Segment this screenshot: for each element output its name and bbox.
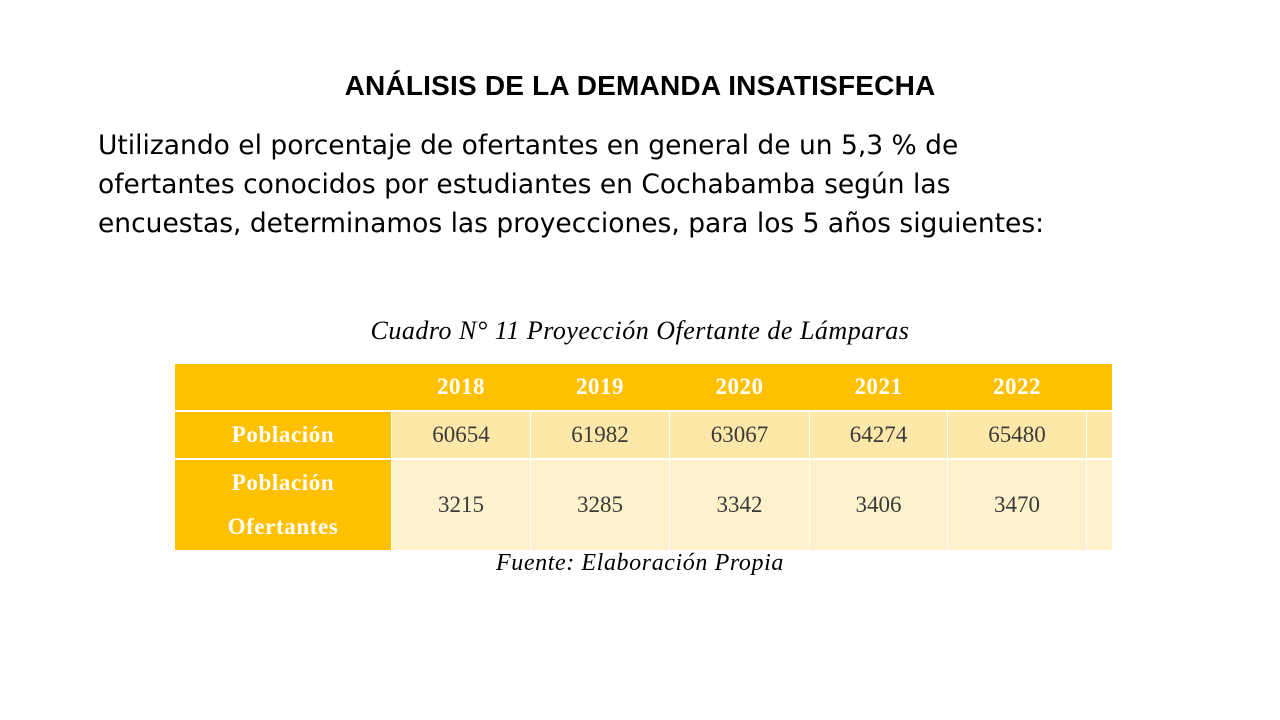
body-line: Utilizando el porcentaje de ofertantes e… bbox=[98, 130, 959, 161]
slide-title: ANÁLISIS DE LA DEMANDA INSATISFECHA bbox=[344, 70, 936, 101]
table-header-row: 2018 2019 2020 2021 2022 bbox=[175, 364, 1112, 411]
table-cell: 3470 bbox=[947, 458, 1087, 550]
table-caption: Cuadro N° 11 Proyección Ofertante de Lám… bbox=[370, 316, 910, 345]
table-cell: 3406 bbox=[809, 458, 948, 550]
header-year-cell: 2019 bbox=[530, 364, 670, 411]
source-label: Fuente: bbox=[495, 550, 575, 576]
row-label: Población bbox=[175, 410, 392, 459]
table-cell: 60654 bbox=[391, 410, 531, 459]
row-label-line: Ofertantes bbox=[227, 514, 339, 539]
header-year-cell: 2020 bbox=[669, 364, 810, 411]
table-cell: 3215 bbox=[391, 458, 531, 550]
body-line: ofertantes conocidos por estudiantes en … bbox=[98, 169, 951, 200]
row-label: Población Ofertantes bbox=[175, 458, 392, 550]
source-text: Elaboración Propia bbox=[581, 550, 784, 576]
table-row: Población Ofertantes 3215 3285 3342 3406… bbox=[175, 458, 1112, 550]
table-cell: 63067 bbox=[669, 410, 810, 459]
table-cell: 3285 bbox=[530, 458, 670, 550]
filler-cell bbox=[1086, 410, 1112, 459]
header-year-cell: 2018 bbox=[391, 364, 531, 411]
header-year-cell: 2021 bbox=[809, 364, 948, 411]
body-line: encuestas, determinamos las proyecciones… bbox=[98, 208, 1045, 239]
header-year-cell: 2022 bbox=[947, 364, 1087, 411]
table-cell: 64274 bbox=[809, 410, 948, 459]
table-cell: 61982 bbox=[530, 410, 670, 459]
filler-cell bbox=[1086, 458, 1112, 550]
table-source: Fuente: Elaboración Propia bbox=[0, 550, 1280, 577]
body-paragraph: Utilizando el porcentaje de ofertantes e… bbox=[98, 126, 1208, 243]
header-filler-cell bbox=[1086, 364, 1112, 411]
header-corner-cell bbox=[175, 364, 392, 411]
projection-table: 2018 2019 2020 2021 2022 Población 60654… bbox=[175, 364, 1112, 550]
table-row: Población 60654 61982 63067 64274 65480 bbox=[175, 410, 1112, 459]
table-cell: 3342 bbox=[669, 458, 810, 550]
table-cell: 65480 bbox=[947, 410, 1087, 459]
row-label-line: Población bbox=[231, 470, 335, 495]
